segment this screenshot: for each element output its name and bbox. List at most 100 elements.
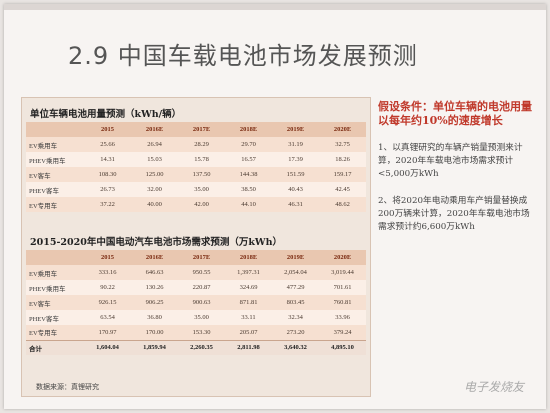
table-cell: 900.63 [178, 295, 225, 310]
slide-title: 2.9 中国车载电池市场发展预测 [68, 42, 418, 70]
table-cell: 125.00 [131, 167, 178, 182]
table-cell: 159.17 [319, 167, 366, 182]
table-cell: 144.38 [225, 167, 272, 182]
data-source: 数据来源：真锂研究 [36, 383, 99, 391]
table-cell: 3,019.44 [319, 265, 366, 280]
bullet-1: 1、以真锂研究的车辆产销量预测来计算，2020年车载电池市场需求预计<5,000… [378, 143, 523, 179]
table-cell: 1,397.31 [225, 265, 272, 280]
notes-panel: 假设条件：单位车辆的电池用量以每年约10%的速度增长 1、以真锂研究的车辆产销量… [378, 100, 538, 234]
total-cell: 3,640.32 [272, 339, 319, 355]
assumption-text: 假设条件：单位车辆的电池用量以每年约10%的速度增长 [378, 100, 532, 127]
total-label: 合计 [26, 339, 84, 355]
table-cell: 32.75 [319, 137, 366, 152]
table1-header-row: 2015 2016E 2017E 2018E 2019E 2020E [26, 122, 366, 137]
total-cell: 4,895.10 [319, 339, 366, 355]
table-unit-battery: 2015 2016E 2017E 2018E 2019E 2020E EV乘用车 25.66… [26, 122, 366, 212]
row-label: EV专用车 [26, 197, 84, 212]
table-cell: 803.45 [272, 295, 319, 310]
table-row: PHEV乘用车 14.31 15.03 15.78 16.57 17.39 18.26 [26, 152, 366, 167]
table-market-demand: 2015 2016E 2017E 2018E 2019E 2020E EV乘用车 333.1… [26, 250, 366, 355]
total-cell: 2,260.35 [178, 339, 225, 355]
table-cell: 37.22 [84, 197, 131, 212]
table-cell: 170.97 [84, 325, 131, 340]
bullet-2: 2、将2020年电动乘用车产销量替换成200万辆来计算，2020年车载电池市场需… [378, 196, 530, 232]
column-header: 2020E [319, 122, 366, 137]
table-cell: 130.26 [131, 280, 178, 295]
column-header [26, 250, 84, 265]
table-cell: 701.61 [319, 280, 366, 295]
total-cell: 2,811.98 [225, 339, 272, 355]
row-label: EV客车 [26, 167, 84, 182]
table-cell: 950.55 [178, 265, 225, 280]
table-cell: 38.50 [225, 182, 272, 197]
table-cell: 324.69 [225, 280, 272, 295]
column-header: 2020E [319, 250, 366, 265]
table-row: PHEV客车 26.73 32.00 35.00 38.50 40.43 42.45 [26, 182, 366, 197]
column-header: 2016E [131, 250, 178, 265]
table-cell: 379.24 [319, 325, 366, 340]
total-row: 合计 1,604.04 1,859.94 2,260.35 2,811.98 3,640.… [26, 339, 366, 355]
table-row: EV客车 108.30 125.00 137.50 144.38 151.59 159.17 [26, 167, 366, 182]
table-cell: 40.43 [272, 182, 319, 197]
table-row: EV乘用车 333.16 646.63 950.55 1,397.31 2,054.04 3… [26, 265, 366, 280]
table-cell: 137.50 [178, 167, 225, 182]
table-cell: 273.20 [272, 325, 319, 340]
column-header: 2018E [225, 122, 272, 137]
table-cell: 35.00 [178, 310, 225, 325]
table-cell: 25.66 [84, 137, 131, 152]
table-row: PHEV乘用车 90.22 130.26 220.87 324.69 477.29 701.… [26, 280, 366, 295]
top-bar [4, 4, 546, 10]
table-cell: 205.07 [225, 325, 272, 340]
table-cell: 17.39 [272, 152, 319, 167]
row-label: PHEV乘用车 [26, 280, 84, 295]
table-cell: 42.45 [319, 182, 366, 197]
column-header: 2017E [178, 250, 225, 265]
column-header: 2017E [178, 122, 225, 137]
table-cell: 170.00 [131, 325, 178, 340]
table-cell: 26.94 [131, 137, 178, 152]
table2-title: 2015-2020年中国电动汽车电池市场需求预测（万kWh） [30, 237, 282, 248]
table-cell: 14.31 [84, 152, 131, 167]
table-cell: 33.96 [319, 310, 366, 325]
table-row: PHEV客车 63.54 36.80 35.00 33.11 32.34 33.96 [26, 310, 366, 325]
table-cell: 151.59 [272, 167, 319, 182]
table-cell: 35.00 [178, 182, 225, 197]
row-label: PHEV客车 [26, 182, 84, 197]
total-cell: 1,859.94 [131, 339, 178, 355]
column-header [26, 122, 84, 137]
table-cell: 18.26 [319, 152, 366, 167]
table-row: EV客车 926.15 906.25 900.63 871.81 803.45 760.81 [26, 295, 366, 310]
row-label: EV客车 [26, 295, 84, 310]
total-cell: 1,604.04 [84, 339, 131, 355]
tables-panel: 单位车辆电池用量预测（kWh/辆） 2015 2016E 2017E 2018E 201… [21, 97, 371, 397]
table-cell: 31.19 [272, 137, 319, 152]
table-cell: 220.87 [178, 280, 225, 295]
column-header: 2015 [84, 250, 131, 265]
table-cell: 42.00 [178, 197, 225, 212]
table-cell: 26.73 [84, 182, 131, 197]
row-label: PHEV乘用车 [26, 152, 84, 167]
table-cell: 333.16 [84, 265, 131, 280]
table-row: EV乘用车 25.66 26.94 28.29 29.70 31.19 32.75 [26, 137, 366, 152]
row-label: PHEV客车 [26, 310, 84, 325]
table-cell: 2,054.04 [272, 265, 319, 280]
table-cell: 44.10 [225, 197, 272, 212]
table-cell: 90.22 [84, 280, 131, 295]
column-header: 2016E [131, 122, 178, 137]
column-header: 2015 [84, 122, 131, 137]
row-label: EV乘用车 [26, 265, 84, 280]
table2-header-row: 2015 2016E 2017E 2018E 2019E 2020E [26, 250, 366, 265]
table-cell: 40.00 [131, 197, 178, 212]
column-header: 2019E [272, 250, 319, 265]
table-cell: 760.81 [319, 295, 366, 310]
table-row: EV专用车 37.22 40.00 42.00 44.10 46.31 48.62 [26, 197, 366, 212]
slide: 2.9 中国车载电池市场发展预测 单位车辆电池用量预测（kWh/辆） 2015 2… [4, 4, 546, 409]
watermark-logo: 电子发烧友 [463, 380, 524, 394]
table-cell: 32.34 [272, 310, 319, 325]
table-cell: 871.81 [225, 295, 272, 310]
table-cell: 36.80 [131, 310, 178, 325]
column-header: 2018E [225, 250, 272, 265]
table-cell: 16.57 [225, 152, 272, 167]
row-label: EV专用车 [26, 325, 84, 340]
table-cell: 477.29 [272, 280, 319, 295]
